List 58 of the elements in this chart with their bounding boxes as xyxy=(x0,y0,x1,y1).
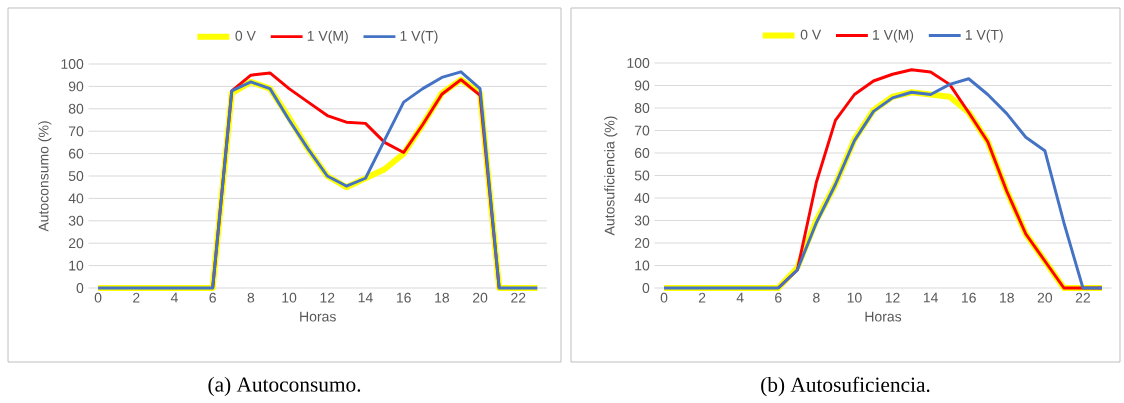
legend-label: 1 V(T) xyxy=(400,30,438,44)
x-tick-label: 6 xyxy=(209,292,216,303)
x-tick-label: 20 xyxy=(1037,292,1053,303)
legend-label: 1 V(M) xyxy=(873,29,914,43)
y-tick-label: 50 xyxy=(634,170,650,181)
text: (a) Autoconsumo. xyxy=(208,376,361,397)
y-tick-label: 70 xyxy=(634,125,650,136)
x-tick-label: 4 xyxy=(736,292,744,303)
text: (b) Autosuficiencia. xyxy=(761,376,930,397)
x-tick-label: 14 xyxy=(923,292,938,303)
x-tick-label: 8 xyxy=(247,292,255,303)
x-tick-label: 0 xyxy=(94,292,102,303)
y-tick-label: 70 xyxy=(68,126,84,137)
x-axis-title: Horas xyxy=(300,311,336,322)
y-tick-label: 100 xyxy=(61,59,84,69)
y-tick-label: 20 xyxy=(634,238,650,248)
y-tick-label: 10 xyxy=(635,260,650,271)
x-tick-label: 8 xyxy=(813,292,820,303)
x-tick-label: 2 xyxy=(698,292,706,303)
y-tick-label: 30 xyxy=(634,215,650,226)
x-tick-label: 18 xyxy=(1000,292,1014,303)
x-tick-label: 10 xyxy=(282,292,297,303)
y-axis-title: Autoconsumo (%) xyxy=(38,121,52,232)
x-tick-label: 16 xyxy=(961,292,976,303)
y-tick-label: 40 xyxy=(68,193,84,204)
y-tick-label: 40 xyxy=(634,193,650,203)
y-tick-label: 0 xyxy=(76,283,84,293)
y-tick-label: 100 xyxy=(627,58,650,68)
x-tick-label: 16 xyxy=(396,292,411,303)
y-tick-label: 90 xyxy=(634,80,650,91)
x-tick-label: 18 xyxy=(435,292,450,303)
y-tick-label: 50 xyxy=(68,171,84,181)
y-tick-label: 0 xyxy=(642,283,650,293)
y-tick-label: 60 xyxy=(634,148,650,158)
legend-label: 1 V(T) xyxy=(965,29,1003,43)
x-axis-title: Horas xyxy=(865,311,902,322)
y-tick-label: 10 xyxy=(69,260,84,271)
legend-label: 1 V(M) xyxy=(307,30,348,44)
y-tick-label: 20 xyxy=(68,238,84,249)
x-tick-label: 6 xyxy=(775,292,782,303)
x-tick-label: 12 xyxy=(885,292,900,303)
x-tick-label: 22 xyxy=(511,292,526,303)
x-tick-label: 2 xyxy=(133,292,140,303)
x-tick-label: 10 xyxy=(847,292,862,303)
y-axis-title: Autosuficiencia (%) xyxy=(604,116,618,236)
y-tick-label: 60 xyxy=(68,148,84,159)
legend-label: 0 V xyxy=(800,29,822,40)
x-tick-label: 0 xyxy=(660,292,668,303)
x-tick-label: 20 xyxy=(472,292,488,303)
y-tick-label: 80 xyxy=(634,103,650,113)
y-tick-label: 80 xyxy=(68,103,84,114)
y-tick-label: 90 xyxy=(68,81,84,92)
y-tick-label: 30 xyxy=(68,215,84,226)
x-tick-label: 4 xyxy=(170,292,178,303)
x-tick-label: 22 xyxy=(1075,292,1090,303)
x-tick-label: 12 xyxy=(320,292,335,303)
x-tick-label: 14 xyxy=(358,292,373,303)
legend-label: 0 V xyxy=(235,30,256,41)
